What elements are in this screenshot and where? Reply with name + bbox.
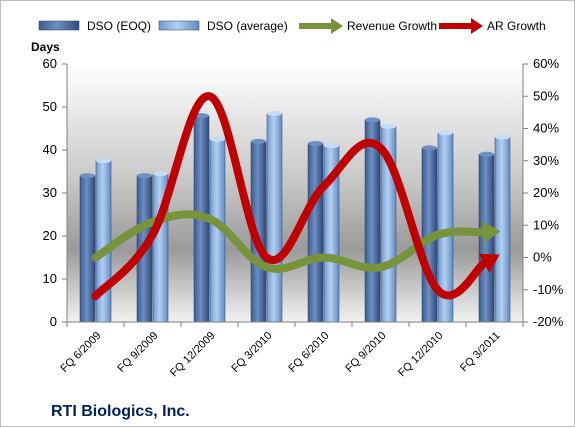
bar-cap [267,110,282,116]
legend-label-revenue-growth: Revenue Growth [347,19,437,33]
bar-cap [210,136,225,142]
left-tick-label: 0 [50,314,57,329]
legend-arrow-ar-growth [471,18,483,34]
legend: DSO (EOQ) DSO (average) Revenue Growth AR G… [38,18,546,34]
legend-swatch-dso-average- [158,20,200,31]
bar-cap [324,143,339,149]
plot-area [67,64,523,322]
legend-label-dso-eoq-: DSO (EOQ) [87,19,151,33]
x-tick-label: FQ 6/2010 [286,330,331,375]
bar-cap [251,138,266,144]
left-tick-label: 30 [43,185,57,200]
bar-cap [80,173,95,179]
legend-label-ar-growth: AR Growth [487,19,546,33]
right-tick-label: -10% [533,282,564,297]
bar-cap [153,171,168,177]
arrowhead-revenue-growth [481,221,501,244]
bar-cap [308,141,323,147]
x-tick-label: FQ 6/2009 [58,330,103,375]
right-tick-label: 60% [533,56,559,71]
bar-dso-average [494,136,511,323]
left-tick-label: 10 [43,271,57,286]
bar-cap [381,123,396,129]
x-tick-label: FQ 12/2010 [396,330,446,380]
legend-swatch-dso-eoq- [38,20,80,31]
right-tick-label: 0% [533,250,552,265]
y-axis-title: Days [31,40,60,54]
bar-cap [365,117,380,123]
right-tick-label: -20% [533,314,564,329]
legend-label-dso-average-: DSO (average) [207,19,288,33]
arrowhead-ar-growth [478,253,500,273]
left-tick-label: 60 [43,56,57,71]
bar-cap [495,134,510,140]
x-tick-label: FQ 9/2009 [115,330,160,375]
bar-cap [422,145,437,151]
right-tick-label: 10% [533,217,559,232]
left-tick-label: 50 [43,99,57,114]
bar-dso-eoq [79,175,96,323]
right-tick-label: 20% [533,185,559,200]
right-tick-label: 50% [533,88,559,103]
legend-arrow-revenue-growth [331,18,343,34]
bar-cap [96,158,111,164]
bar-cap [479,151,494,157]
lines-layer [91,92,501,301]
left-tick-label: 20 [43,228,57,243]
x-tick-label: FQ 3/2011 [458,330,503,375]
x-tick-label: FQ 3/2010 [229,330,274,375]
right-tick-label: 40% [533,121,559,136]
left-tick-label: 40 [43,142,57,157]
line-ar-growth [91,92,489,301]
x-tick-label: FQ 9/2010 [343,330,388,375]
bar-cap [438,130,453,136]
bar-cap [194,113,209,119]
bar-cap [137,173,152,179]
bar-dso-average [266,113,283,323]
bar-dso-eoq [307,143,324,323]
right-tick-label: 30% [533,153,559,168]
chart-title: RTI Biologics, Inc. [51,403,190,420]
x-tick-label: FQ 12/2009 [168,330,218,380]
